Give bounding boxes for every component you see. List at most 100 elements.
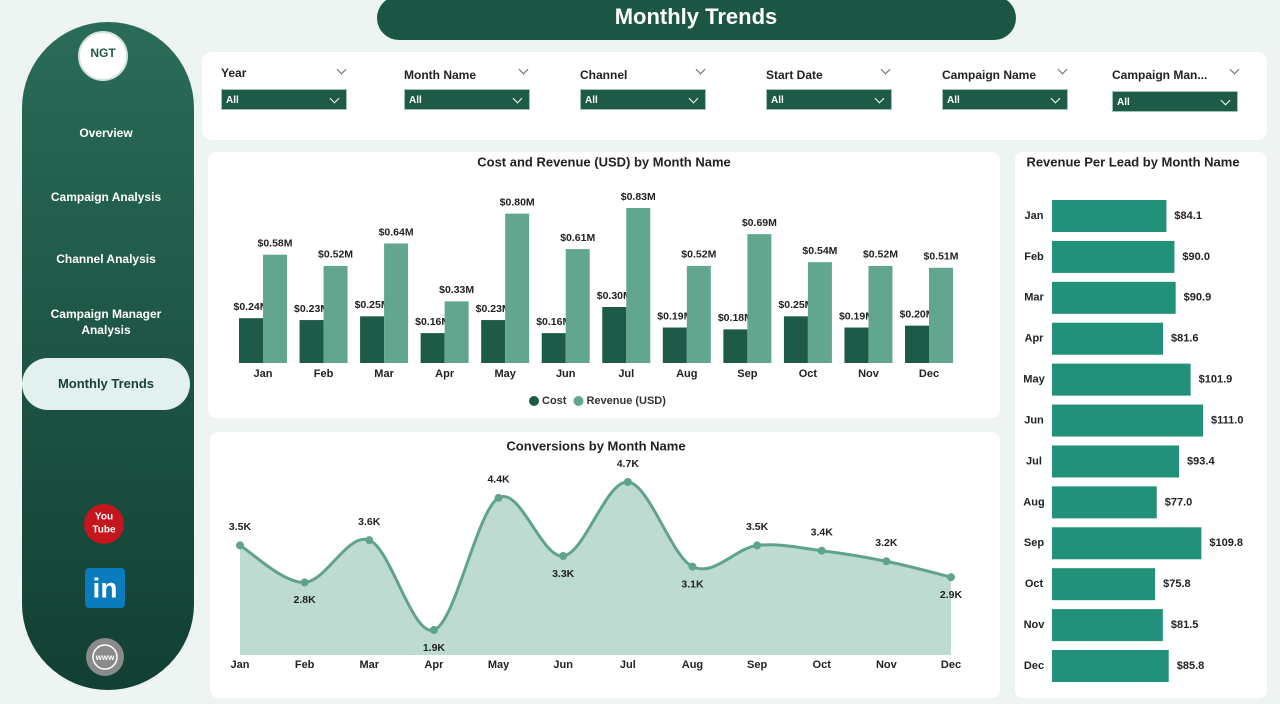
filter-dropdown[interactable]: All (942, 89, 1068, 110)
x-tick-label: Jul (618, 368, 634, 380)
bar (420, 333, 445, 363)
bar (662, 327, 687, 363)
point (236, 541, 244, 550)
bar (905, 325, 929, 363)
bar (723, 329, 748, 363)
data-label: $0.52M (318, 249, 353, 261)
bar (384, 243, 409, 363)
data-label: $84.1 (1174, 210, 1202, 222)
data-label: 3.6K (358, 516, 381, 528)
y-tick-label: Sep (1024, 537, 1044, 549)
chevron (1050, 93, 1061, 104)
web-icon[interactable] (86, 638, 124, 676)
y-tick-label: Feb (1024, 251, 1044, 263)
bar (747, 234, 772, 363)
bar (1052, 404, 1203, 437)
bar (929, 267, 953, 363)
y-tick-label: Dec (1024, 660, 1044, 672)
filter-dropdown[interactable]: All (1112, 91, 1238, 112)
bar (299, 320, 324, 363)
bar (626, 208, 651, 363)
bar (565, 249, 590, 363)
logo-text: NGT (90, 46, 116, 60)
y-tick-label: Jan (1025, 210, 1044, 222)
point (817, 546, 826, 555)
bar (541, 333, 566, 363)
legend-swatch (573, 396, 584, 406)
data-label: 3.2K (875, 537, 898, 549)
point (365, 536, 374, 545)
x-tick-label: Mar (374, 368, 394, 380)
nav-item[interactable]: Campaign Analysis (50, 190, 162, 204)
data-label: $0.25M (355, 299, 390, 311)
data-label: $0.23M (294, 303, 329, 315)
nav-item[interactable]: Monthly Trends (22, 358, 190, 410)
x-tick-label: Mar (359, 659, 379, 671)
filter-dropdown[interactable]: All (404, 89, 530, 110)
point (753, 541, 762, 550)
bar (868, 265, 893, 363)
point (688, 562, 697, 571)
bar (1052, 609, 1163, 642)
x-tick-label: Feb (295, 659, 315, 671)
x-tick-label: Dec (941, 659, 961, 671)
logo[interactable] (78, 31, 128, 81)
data-label: $0.80M (500, 196, 535, 208)
icon-text: Tube (92, 525, 116, 536)
bar (602, 306, 627, 363)
nav-item[interactable]: Channel Analysis (56, 252, 156, 266)
data-label: $0.25M (778, 299, 813, 311)
x-tick-label: Dec (919, 368, 939, 380)
y-tick-label: Jun (1024, 414, 1044, 426)
data-label: $0.23M (476, 303, 511, 315)
nav-item[interactable]: Campaign Manager Analysis (50, 307, 162, 337)
legend-swatch (529, 396, 539, 406)
y-tick-label: Nov (1024, 619, 1046, 631)
bar (360, 316, 385, 363)
data-label: $81.6 (1171, 333, 1199, 345)
y-tick-label: Mar (1024, 292, 1044, 304)
bar (505, 213, 530, 363)
bar (807, 262, 832, 363)
filter-dropdown[interactable]: All (221, 89, 347, 110)
data-label: $0.64M (379, 226, 414, 238)
bar (1052, 240, 1175, 273)
point (559, 552, 568, 560)
filter-dropdown[interactable]: All (580, 89, 706, 110)
x-tick-label: Jul (620, 659, 636, 671)
legend-label: Cost (542, 395, 567, 407)
data-label: $75.8 (1163, 578, 1191, 590)
data-label: 1.9K (423, 642, 446, 654)
chevron (512, 93, 523, 104)
data-label: $0.54M (802, 245, 837, 257)
filter-label: Month Name (404, 68, 476, 82)
data-label: 3.5K (229, 521, 252, 533)
x-tick-label: Sep (747, 659, 767, 671)
bar (1052, 568, 1156, 601)
filter-panel (202, 52, 1267, 140)
nav-item[interactable]: Overview (79, 126, 133, 140)
chart-title: Conversions by Month Name (506, 438, 685, 453)
title-banner (377, 0, 1016, 40)
chevron (874, 93, 885, 104)
data-label: $0.16M (536, 316, 571, 328)
x-tick-label: Sep (737, 368, 757, 380)
point (947, 573, 955, 582)
filter-dropdown[interactable]: All (766, 89, 892, 110)
data-label: $77.0 (1165, 496, 1193, 508)
data-label: $0.30M (597, 290, 632, 302)
point (300, 578, 309, 587)
filter-label: Campaign Name (942, 68, 1037, 82)
x-tick-label: Apr (424, 659, 444, 671)
icon-text: www (95, 653, 115, 662)
youtube-icon[interactable] (84, 504, 124, 544)
y-tick-label: Aug (1023, 496, 1044, 508)
data-label: 3.4K (811, 526, 834, 538)
data-label: $109.8 (1209, 537, 1243, 549)
linkedin-icon[interactable] (85, 568, 125, 608)
x-tick-label: Feb (314, 368, 334, 380)
bar (444, 301, 469, 363)
y-tick-label: May (1023, 374, 1045, 386)
chevron (329, 93, 340, 104)
